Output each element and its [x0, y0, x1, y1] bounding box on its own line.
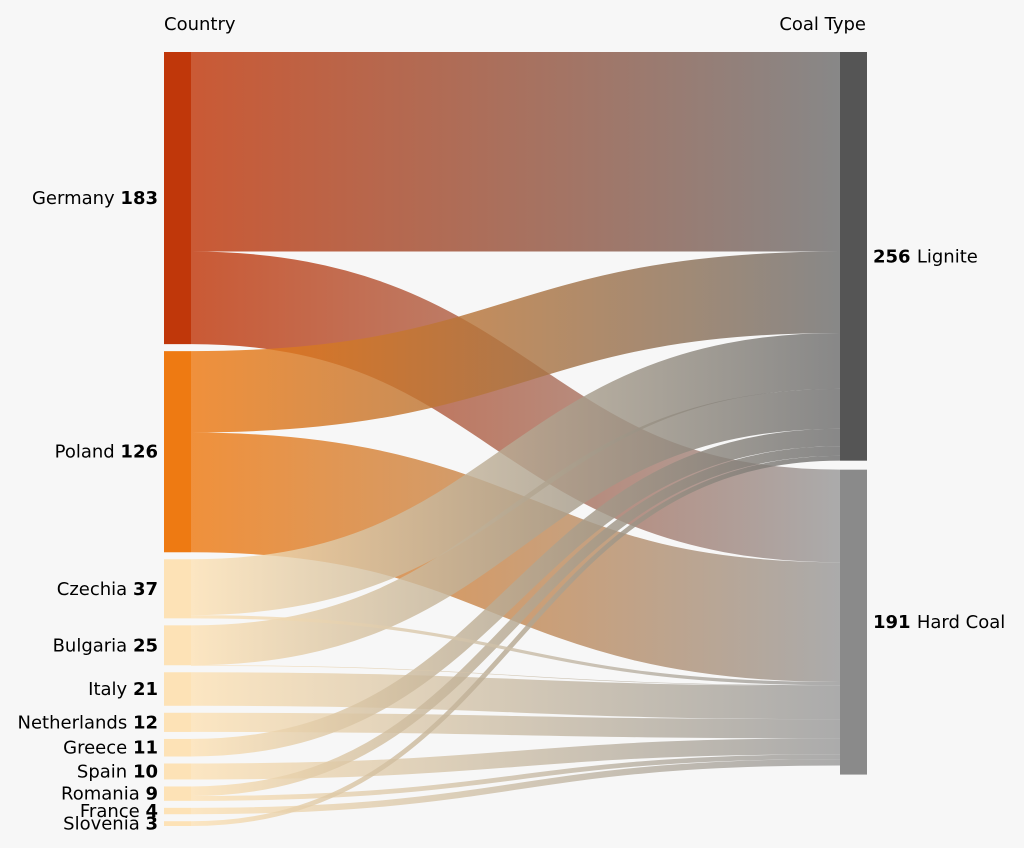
node-netherlands [164, 712, 191, 732]
label-poland-value: 126 [120, 442, 158, 463]
flow-romania-to-hard-coal [190, 754, 841, 801]
flow-slovenia-to-lignite [190, 455, 841, 826]
flow-france-to-hard-coal [190, 759, 841, 815]
label-germany-name: Germany [32, 188, 120, 209]
label-greece: Greece 11 [63, 738, 158, 759]
label-lignite-value: 256 [873, 246, 917, 267]
label-france-name: France [80, 801, 146, 822]
label-italy-value: 21 [133, 679, 158, 700]
label-spain-name: Spain [77, 761, 133, 782]
label-czechia-value: 37 [133, 579, 158, 600]
node-lignite [840, 52, 867, 461]
label-italy: Italy 21 [88, 679, 158, 700]
label-slovenia-value: 3 [145, 814, 158, 835]
node-slovenia [164, 821, 191, 826]
labels-layer: Germany 183 Poland 126 Czechia 37 Bulgaria … [17, 188, 1005, 835]
flow-bulgaria-to-lignite [190, 388, 841, 666]
label-spain-value: 10 [133, 761, 158, 782]
label-lignite: 256 Lignite [873, 246, 978, 267]
label-hard-coal-value: 191 [873, 612, 917, 633]
label-poland-name: Poland [55, 442, 121, 463]
node-germany [164, 52, 191, 345]
label-france: France 4 [80, 801, 158, 822]
flow-poland-to-lignite [190, 251, 841, 433]
flow-italy-to-hard-coal [190, 672, 841, 720]
node-italy [164, 672, 191, 706]
label-greece-value: 11 [133, 738, 158, 759]
label-bulgaria: Bulgaria 25 [53, 635, 158, 656]
label-slovenia: Slovenia 3 [63, 814, 158, 835]
flow-czechia-to-lignite [190, 332, 841, 616]
flow-bulgaria-to-hard-coal [190, 665, 841, 686]
label-bulgaria-value: 25 [133, 635, 158, 656]
label-germany-value: 183 [120, 188, 158, 209]
nodes-layer [164, 52, 867, 826]
label-netherlands: Netherlands 12 [17, 712, 158, 733]
flow-germany-to-hard-coal [190, 251, 841, 563]
node-poland [164, 351, 191, 553]
node-spain [164, 763, 191, 780]
label-france-value: 4 [145, 801, 158, 822]
node-greece [164, 738, 191, 757]
label-hard-coal: 191 Hard Coal [873, 612, 1005, 633]
label-greece-name: Greece [63, 738, 133, 759]
label-spain: Spain 10 [77, 761, 158, 782]
flow-czechia-to-hard-coal [190, 615, 841, 686]
right-column-header: Coal Type [779, 14, 866, 35]
flow-poland-to-hard-coal [190, 432, 841, 682]
flow-greece-to-lignite [190, 428, 841, 757]
node-romania [164, 786, 191, 801]
label-czechia: Czechia 37 [57, 579, 158, 600]
label-romania-value: 9 [145, 784, 158, 805]
label-italy-name: Italy [88, 679, 133, 700]
links-layer [190, 51, 841, 826]
label-czechia-name: Czechia [57, 579, 133, 600]
label-germany: Germany 183 [32, 188, 158, 209]
label-lignite-name: Lignite [917, 246, 978, 267]
label-netherlands-name: Netherlands [17, 712, 132, 733]
label-bulgaria-name: Bulgaria [53, 635, 133, 656]
left-column-header: Country [164, 14, 236, 35]
node-france [164, 807, 191, 815]
label-romania: Romania 9 [61, 784, 158, 805]
node-czechia [164, 559, 191, 619]
label-slovenia-name: Slovenia [63, 814, 145, 835]
node-hard-coal [840, 469, 867, 775]
flow-romania-to-lignite [190, 446, 841, 797]
node-bulgaria [164, 625, 191, 666]
label-poland: Poland 126 [55, 442, 158, 463]
label-hard-coal-name: Hard Coal [917, 612, 1005, 633]
label-romania-name: Romania [61, 784, 145, 805]
label-netherlands-value: 12 [133, 712, 158, 733]
